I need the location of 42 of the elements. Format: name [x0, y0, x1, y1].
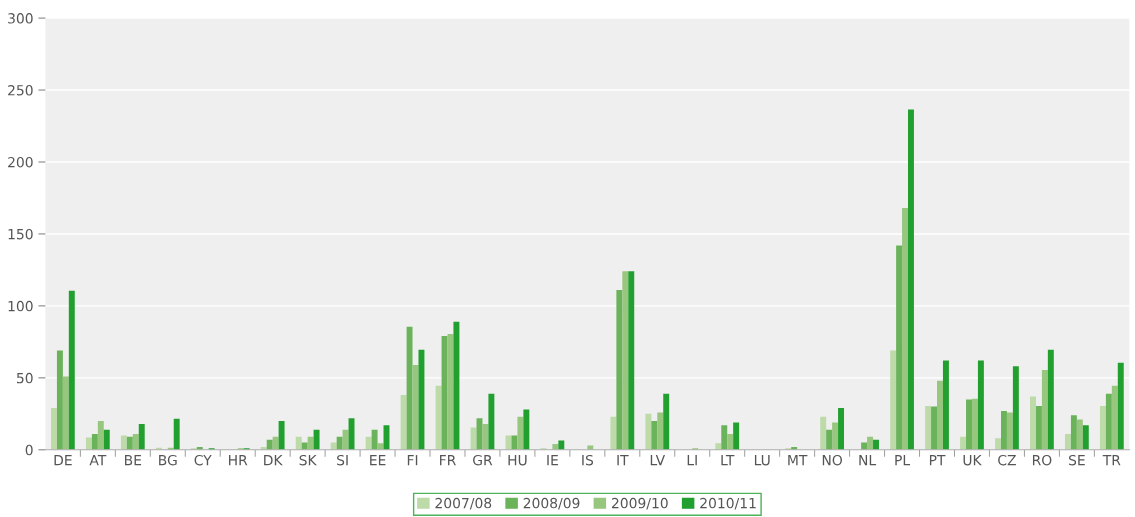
x-tick-label: NL	[859, 455, 877, 466]
x-tick-label: SI	[337, 454, 348, 466]
y-tick-label: 150	[8, 228, 33, 240]
x-tick-label: PL	[895, 455, 911, 466]
y-tick-label: 250	[8, 85, 33, 96]
x-tick-label: CZ	[998, 454, 1016, 466]
legend-label: 2007/08	[435, 497, 492, 510]
y-tick-label: 300	[8, 13, 33, 24]
x-tick-label: EE	[370, 455, 386, 466]
x-tick-label: GR	[473, 454, 493, 466]
x-tick-label: UK	[963, 455, 982, 466]
x-tick-label: DE	[54, 455, 72, 466]
x-tick-label: FR	[440, 455, 456, 466]
x-tick-label: LU	[754, 455, 770, 466]
x-tick-label: NO	[822, 454, 842, 466]
x-tick-label: PT	[929, 455, 946, 466]
y-tick-label: 50	[16, 372, 33, 384]
legend-label: 2010/11	[700, 497, 756, 510]
x-tick-label: SE	[1069, 454, 1085, 466]
y-tick-label: 0	[25, 444, 33, 456]
x-tick-label: LT	[721, 455, 735, 466]
x-tick-label: FI	[407, 455, 418, 466]
x-tick-label: DK	[264, 455, 283, 466]
x-tick-label: BE	[125, 455, 142, 466]
x-tick-label: IS	[582, 454, 594, 466]
x-tick-label: TR	[1102, 455, 1121, 466]
x-tick-label: IT	[617, 455, 629, 466]
x-tick-label: RO	[1032, 454, 1052, 466]
x-tick-label: AT	[89, 455, 107, 466]
x-tick-label: MT	[788, 455, 808, 466]
x-tick-label: CY	[194, 454, 212, 466]
y-tick-label: 200	[8, 156, 33, 168]
x-tick-label: LI	[687, 455, 697, 466]
legend-label: 2009/10	[611, 497, 668, 510]
x-tick-label: HU	[508, 455, 527, 466]
x-tick-label: HR	[229, 455, 248, 466]
y-tick-label: 100	[8, 300, 33, 312]
x-tick-label: BG	[159, 454, 177, 466]
x-tick-label: IE	[547, 455, 558, 466]
x-tick-label: SK	[299, 454, 317, 466]
legend-label: 2008/09	[523, 497, 580, 510]
x-tick-label: LV	[650, 455, 666, 466]
